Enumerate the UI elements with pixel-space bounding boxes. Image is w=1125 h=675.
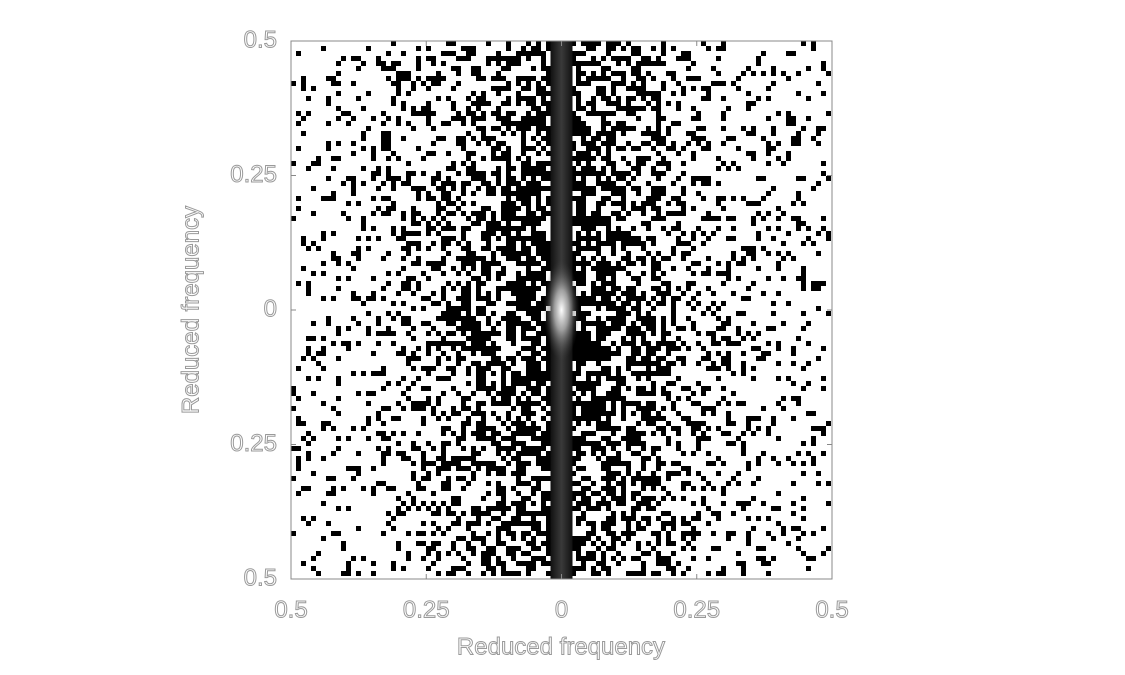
central-peak: [543, 260, 580, 360]
x-tick-label: 0.5: [274, 596, 307, 623]
x-tick-label: 0.25: [673, 596, 720, 623]
x-tick-label: 0.25: [403, 596, 450, 623]
y-tick-label: 0.5: [244, 26, 277, 53]
y-tick-label: 0: [264, 295, 277, 322]
x-axis-label: Reduced frequency: [457, 633, 665, 660]
y-tick-label: 0.25: [230, 161, 277, 188]
y-tick-label: 0.25: [230, 430, 277, 457]
y-axis-label: Reduced frequency: [177, 206, 204, 414]
y-tick-label: 0.5: [244, 564, 277, 591]
x-tick-label: 0: [555, 596, 568, 623]
spectrum-image: [291, 41, 831, 579]
x-tick-label: 0.5: [815, 596, 848, 623]
